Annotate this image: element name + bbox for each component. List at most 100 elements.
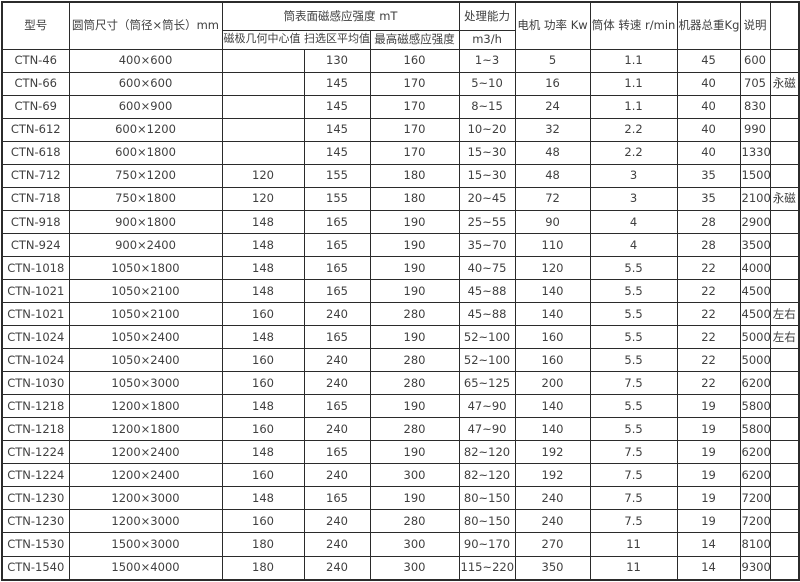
- cell-drum-size: 1500×4000: [68, 555, 223, 581]
- cell-remark: [769, 48, 800, 73]
- cell-pole-center-value: 180: [221, 555, 305, 581]
- cell-note: 8100: [739, 532, 771, 557]
- cell-note: 2100: [739, 186, 771, 211]
- cell-remark: [769, 532, 800, 557]
- cell-drum-speed: 7.5: [589, 371, 678, 396]
- col-header-note: 说明: [739, 1, 771, 50]
- cell-total-weight: 22: [676, 302, 741, 327]
- cell-sweep-area-avg: 240: [303, 463, 371, 488]
- cell-sweep-area-avg: 165: [303, 209, 371, 234]
- cell-motor-power: 72: [514, 186, 591, 211]
- table-body: CTN-46 400×600 130 160 1~3 5 1.1 45 600 CTN-66 600…: [1, 48, 800, 581]
- cell-motor-power: 140: [514, 417, 591, 442]
- cell-motor-power: 140: [514, 302, 591, 327]
- cell-remark: 永磁: [769, 186, 800, 211]
- cell-model: CTN-924: [1, 232, 70, 257]
- col-header-capacity: 处理能力: [458, 1, 516, 31]
- cell-model: CTN-612: [1, 117, 70, 142]
- cell-capacity: 15~30: [458, 163, 516, 188]
- cell-drum-size: 1200×3000: [68, 509, 223, 534]
- col-header-capacity-unit: m3/h: [458, 29, 516, 50]
- cell-drum-size: 600×600: [68, 71, 223, 96]
- cell-model: CTN-1540: [1, 555, 70, 581]
- cell-total-weight: 22: [676, 255, 741, 280]
- cell-capacity: 20~45: [458, 186, 516, 211]
- cell-remark: [769, 278, 800, 304]
- col-header-drum-size: 圆筒尺寸（筒径×筒长）mm: [68, 1, 223, 50]
- cell-remark: [769, 555, 800, 581]
- cell-note: 4500: [739, 302, 771, 327]
- cell-note: 705: [739, 71, 771, 96]
- cell-pole-center-value: 120: [221, 186, 305, 211]
- cell-drum-size: 900×1800: [68, 209, 223, 234]
- table-row: CTN-69 600×900 145 170 8~15 24 1.1 40 830: [1, 94, 800, 119]
- cell-motor-power: 192: [514, 463, 591, 488]
- cell-total-weight: 40: [676, 140, 741, 165]
- cell-note: 6200: [739, 440, 771, 465]
- cell-sweep-area-avg: 155: [303, 186, 371, 211]
- cell-pole-center-value: [221, 117, 305, 142]
- cell-sweep-area-avg: 240: [303, 302, 371, 327]
- cell-max-intensity: 190: [369, 278, 460, 304]
- cell-drum-size: 1200×1800: [68, 417, 223, 442]
- cell-note: 7200: [739, 486, 771, 511]
- cell-drum-size: 1050×3000: [68, 371, 223, 396]
- table-row: CTN-1018 1050×1800 148 165 190 40~75 120 5.5 22 4…: [1, 255, 800, 280]
- cell-capacity: 90~170: [458, 532, 516, 557]
- cell-max-intensity: 170: [369, 71, 460, 96]
- cell-model: CTN-1021: [1, 278, 70, 304]
- cell-drum-speed: 7.5: [589, 509, 678, 534]
- cell-remark: [769, 394, 800, 419]
- cell-remark: [769, 140, 800, 165]
- cell-capacity: 8~15: [458, 94, 516, 119]
- cell-motor-power: 140: [514, 394, 591, 419]
- cell-pole-center-value: 148: [221, 394, 305, 419]
- cell-note: 5000: [739, 348, 771, 373]
- table-row: CTN-1224 1200×2400 160 240 300 82~120 192 7.5 19…: [1, 463, 800, 488]
- cell-max-intensity: 190: [369, 486, 460, 511]
- cell-total-weight: 19: [676, 440, 741, 465]
- cell-capacity: 25~55: [458, 209, 516, 234]
- cell-model: CTN-1030: [1, 371, 70, 396]
- cell-model: CTN-1224: [1, 440, 70, 465]
- cell-pole-center-value: 160: [221, 348, 305, 373]
- cell-sweep-area-avg: 165: [303, 440, 371, 465]
- cell-motor-power: 350: [514, 555, 591, 581]
- cell-sweep-area-avg: 240: [303, 417, 371, 442]
- cell-max-intensity: 170: [369, 140, 460, 165]
- cell-remark: [769, 371, 800, 396]
- cell-total-weight: 19: [676, 417, 741, 442]
- cell-drum-speed: 5.5: [589, 394, 678, 419]
- cell-max-intensity: 190: [369, 440, 460, 465]
- cell-remark: [769, 232, 800, 257]
- cell-drum-size: 1200×2400: [68, 440, 223, 465]
- cell-model: CTN-1218: [1, 417, 70, 442]
- cell-pole-center-value: 148: [221, 255, 305, 280]
- cell-max-intensity: 300: [369, 555, 460, 581]
- cell-pole-center-value: [221, 140, 305, 165]
- cell-pole-center-value: 160: [221, 302, 305, 327]
- cell-capacity: 47~90: [458, 417, 516, 442]
- cell-drum-speed: 1.1: [589, 94, 678, 119]
- col-header-weight: 机器总重Kg: [676, 1, 741, 50]
- cell-max-intensity: 190: [369, 325, 460, 350]
- cell-drum-size: 1200×3000: [68, 486, 223, 511]
- cell-note: 2900: [739, 209, 771, 234]
- cell-motor-power: 16: [514, 71, 591, 96]
- cell-sweep-area-avg: 145: [303, 117, 371, 142]
- cell-pole-center-value: 148: [221, 209, 305, 234]
- cell-note: 3500: [739, 232, 771, 257]
- cell-capacity: 47~90: [458, 394, 516, 419]
- cell-capacity: 80~150: [458, 509, 516, 534]
- cell-remark: [769, 440, 800, 465]
- table-row: CTN-46 400×600 130 160 1~3 5 1.1 45 600: [1, 48, 800, 73]
- cell-motor-power: 48: [514, 140, 591, 165]
- table-row: CTN-1218 1200×1800 160 240 280 47~90 140 5.5 19 5…: [1, 417, 800, 442]
- cell-pole-center-value: 148: [221, 278, 305, 304]
- cell-capacity: 45~88: [458, 302, 516, 327]
- cell-drum-speed: 11: [589, 532, 678, 557]
- cell-drum-size: 1050×2400: [68, 348, 223, 373]
- cell-remark: [769, 417, 800, 442]
- table-row: CTN-1230 1200×3000 160 240 280 80~150 240 7.5 19…: [1, 509, 800, 534]
- cell-capacity: 5~10: [458, 71, 516, 96]
